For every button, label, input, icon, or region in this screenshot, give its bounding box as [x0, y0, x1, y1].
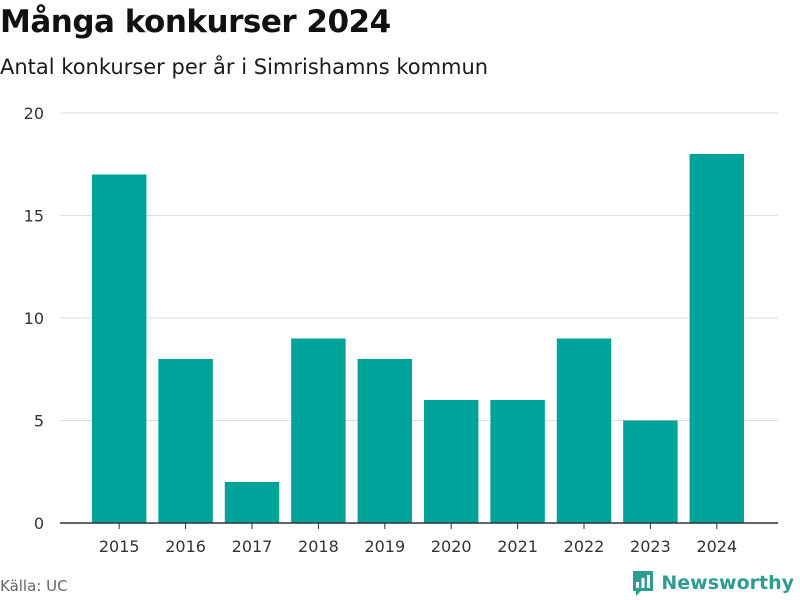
x-tick-label: 2018: [298, 537, 339, 556]
bar-2018: [291, 338, 346, 523]
bar-2017: [224, 482, 280, 523]
bar-2024: [689, 154, 745, 523]
x-tick-label: 2015: [99, 537, 140, 556]
brand-logo: Newsworthy: [631, 568, 794, 598]
y-tick-label: 20: [24, 104, 44, 123]
bar-2015: [91, 174, 147, 523]
y-tick-label: 10: [24, 309, 44, 328]
x-tick-label: 2023: [630, 537, 671, 556]
bar-2023: [623, 420, 678, 523]
x-tick-label: 2024: [696, 537, 737, 556]
x-tick-label: 2021: [497, 537, 538, 556]
y-tick-label: 5: [34, 412, 44, 431]
x-tick-label: 2016: [165, 537, 206, 556]
chart-subtitle: Antal konkurser per år i Simrishamns kom…: [0, 55, 489, 79]
x-tick-label: 2020: [431, 537, 472, 556]
y-axis-ticks: 0 5 10 15 20: [24, 104, 44, 533]
bar-2022: [556, 338, 612, 523]
brand-name: Newsworthy: [661, 572, 794, 594]
bar-2016: [158, 359, 213, 523]
bar-2020: [423, 400, 479, 523]
y-tick-label: 15: [24, 207, 44, 226]
x-axis-ticks: 2015 2016 2017 2018 2019 2020 2021 2022 2023 2024: [99, 523, 737, 556]
bar-2019: [357, 359, 413, 523]
bars: [91, 154, 745, 523]
bar-2021: [490, 400, 545, 523]
source-note: Källa: UC: [0, 577, 68, 595]
x-tick-label: 2019: [364, 537, 405, 556]
x-tick-label: 2022: [564, 537, 605, 556]
newsworthy-logo-icon: [633, 571, 654, 596]
y-tick-label: 0: [34, 514, 44, 533]
chart-title: Många konkurser 2024: [0, 4, 391, 40]
x-tick-label: 2017: [232, 537, 273, 556]
